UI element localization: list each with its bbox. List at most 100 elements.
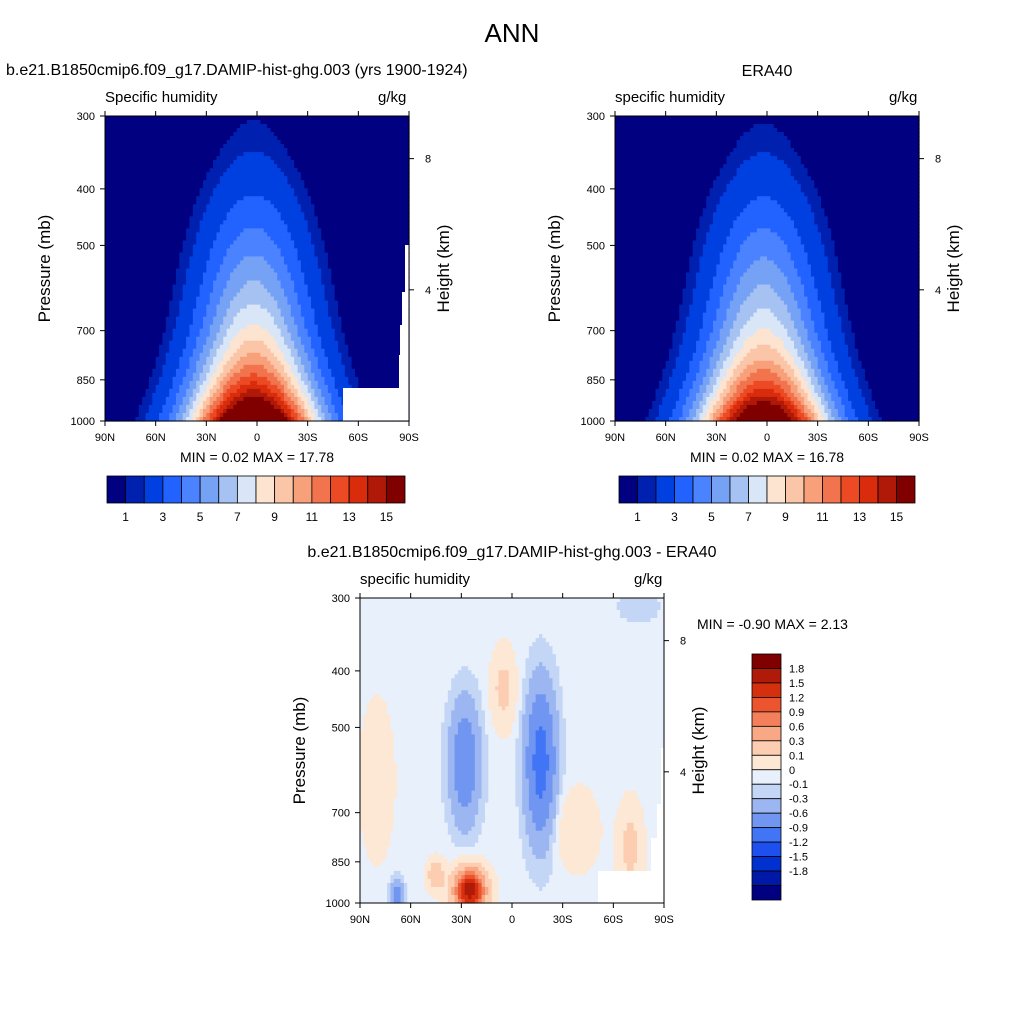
obs-x-tick-label: 30S (808, 432, 828, 444)
diff-colorbar-label: 0 (789, 765, 795, 777)
model-colorbar-box (368, 476, 387, 503)
diff-colorbar-label: 1.5 (789, 678, 804, 690)
model-colorbar-label: 9 (271, 510, 278, 524)
diff-colorbar-box (752, 871, 781, 885)
model-colorbar-box (331, 476, 350, 503)
model-x-tick-label: 30N (196, 432, 216, 444)
model-colorbar-label: 13 (342, 510, 356, 524)
diff-colorbar-box (752, 726, 781, 740)
model-colorbar-label: 3 (160, 510, 167, 524)
obs-colorbar-box (619, 476, 638, 503)
obs-colorbar-box (767, 476, 786, 503)
model-y-tick-label: 1000 (71, 416, 95, 428)
diff-x-tick-label: 30N (451, 914, 471, 926)
model-x-tick-label: 0 (254, 432, 260, 444)
diff-heatmap (360, 598, 665, 904)
model-colorbar-label: 11 (306, 510, 319, 524)
diff-colorbar-box (752, 828, 781, 842)
obs-colorbar-label: 7 (745, 510, 752, 524)
obs-colorbar-label: 15 (890, 510, 904, 524)
obs-y-tick-label: 500 (587, 240, 605, 252)
diff-colorbar-label: 0.1 (789, 750, 804, 762)
model-y-tick-label: 700 (77, 326, 95, 338)
diff-colorbar-label: 1.2 (789, 692, 804, 704)
obs-colorbar-label: 5 (708, 510, 715, 524)
diff-colorbar-box (752, 770, 781, 784)
diff-colorbar-box (752, 857, 781, 871)
diff-colorbar-box (752, 755, 781, 769)
model-colorbar-box (107, 476, 126, 503)
diff-colorbar: 1.81.51.20.90.60.30.10-0.1-0.3-0.6-0.9-1… (752, 654, 808, 900)
diff-colorbar-label: -0.6 (789, 808, 808, 820)
model-colorbar-box (275, 476, 294, 503)
obs-colorbar-label: 9 (782, 510, 789, 524)
diff-colorbar-box (752, 654, 781, 668)
model-colorbar-box (256, 476, 275, 503)
obs-colorbar-label: 3 (671, 510, 678, 524)
obs-colorbar-box (786, 476, 805, 503)
obs-heatmap (615, 116, 920, 422)
model-colorbar-label: 1 (122, 510, 129, 524)
diff-colorbar-label: -1.8 (789, 866, 808, 878)
diff-colorbar-box (752, 886, 781, 900)
obs-x-tick-label: 60N (656, 432, 676, 444)
obs-y-axis-label: Pressure (mb) (545, 215, 564, 323)
diff-colorbar-label: -0.9 (789, 823, 808, 835)
model-x-tick-label: 30S (298, 432, 318, 444)
obs-colorbar-box (675, 476, 694, 503)
model-x-tick-label: 90S (399, 432, 419, 444)
obs-colorbar-box (749, 476, 768, 503)
obs-colorbar-label: 1 (634, 510, 641, 524)
obs-x-tick-label: 30N (706, 432, 726, 444)
obs-y-tick-label: 300 (587, 111, 605, 123)
model-colorbar-box (386, 476, 405, 503)
obs-colorbar-box (712, 476, 731, 503)
model-colorbar-box (312, 476, 331, 503)
diff-x-tick-label: 60N (401, 914, 421, 926)
diff-y-right-tick-label: 8 (680, 636, 686, 648)
model-colorbar-box (126, 476, 145, 503)
diff-colorbar-box (752, 741, 781, 755)
model-colorbar: 1 3 5 7 9 11 13 15 (107, 476, 405, 524)
diff-x-tick-label: 0 (509, 914, 515, 926)
diff-colorbar-label: -1.2 (789, 837, 808, 849)
obs-colorbar-box (730, 476, 749, 503)
diff-colorbar-label: 0.9 (789, 707, 804, 719)
model-x-tick-label: 60N (146, 432, 166, 444)
obs-y-tick-label: 400 (587, 184, 605, 196)
obs-colorbar-label: 13 (853, 510, 867, 524)
diff-colorbar-box (752, 712, 781, 726)
obs-y-tick-label: 1000 (581, 416, 605, 428)
model-colorbar-box (200, 476, 219, 503)
diff-colorbar-label: -0.1 (789, 779, 808, 791)
diff-colorbar-box (752, 813, 781, 827)
obs-x-tick-label: 90S (909, 432, 929, 444)
model-colorbar-box (163, 476, 182, 503)
diff-y-tick-label: 300 (332, 593, 350, 605)
diff-colorbar-box (752, 697, 781, 711)
obs-colorbar-box (823, 476, 842, 503)
obs-x-tick-label: 60S (859, 432, 879, 444)
obs-colorbar-box (897, 476, 916, 503)
model-y-tick-label: 300 (77, 111, 95, 123)
obs-colorbar-box (878, 476, 897, 503)
diff-y-tick-label: 400 (332, 666, 350, 678)
model-colorbar-label: 7 (234, 510, 241, 524)
model-y-right-tick-label: 4 (425, 285, 431, 297)
model-x-tick-label: 90N (95, 432, 115, 444)
obs-y-right-tick-label: 8 (935, 154, 941, 166)
diff-y-tick-label: 500 (332, 722, 350, 734)
diff-y-right-tick-label: 4 (680, 767, 686, 779)
model-y-right-axis-label: Height (km) (434, 225, 453, 313)
diff-x-tick-label: 30S (553, 914, 573, 926)
diff-colorbar-box (752, 784, 781, 798)
model-colorbar-box (349, 476, 368, 503)
obs-colorbar-box (638, 476, 657, 503)
diff-colorbar-box (752, 799, 781, 813)
diff-x-tick-label: 60S (604, 914, 624, 926)
model-colorbar-box (144, 476, 163, 503)
diff-x-tick-label: 90S (654, 914, 674, 926)
diff-y-tick-label: 700 (332, 808, 350, 820)
obs-x-tick-label: 90N (605, 432, 625, 444)
diff-colorbar-box (752, 683, 781, 697)
